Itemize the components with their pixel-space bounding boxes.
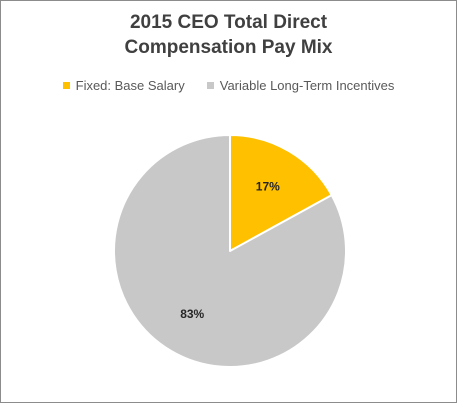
pie-slice-fixed-base-salary [229,134,333,252]
chart-title: 2015 CEO Total Direct Compensation Pay M… [1,10,456,60]
chart-title-line-1: 2015 CEO Total Direct [129,12,328,33]
legend-item-fixed-base-salary: Fixed: Base Salary [62,78,185,93]
legend-swatch-variable-long-term-incentives [206,82,214,89]
chart-legend: Fixed: Base Salary Variable Long-Term In… [1,78,456,93]
pie-slice-variable-long-term-incentives [113,134,347,368]
legend-swatch-fixed-base-salary [62,82,70,89]
data-label-variable-long-term-incentives: 83% [180,307,204,321]
data-label-fixed-base-salary: 17% [256,179,280,193]
legend-item-variable-long-term-incentives: Variable Long-Term Incentives [206,78,395,93]
legend-label-variable-long-term-incentives: Variable Long-Term Incentives [219,78,395,93]
legend-label-fixed-base-salary: Fixed: Base Salary [75,78,185,93]
chart-title-line-2: Compensation Pay Mix [124,37,333,58]
